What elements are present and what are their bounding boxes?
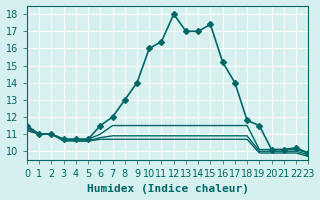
X-axis label: Humidex (Indice chaleur): Humidex (Indice chaleur) [87,184,249,194]
